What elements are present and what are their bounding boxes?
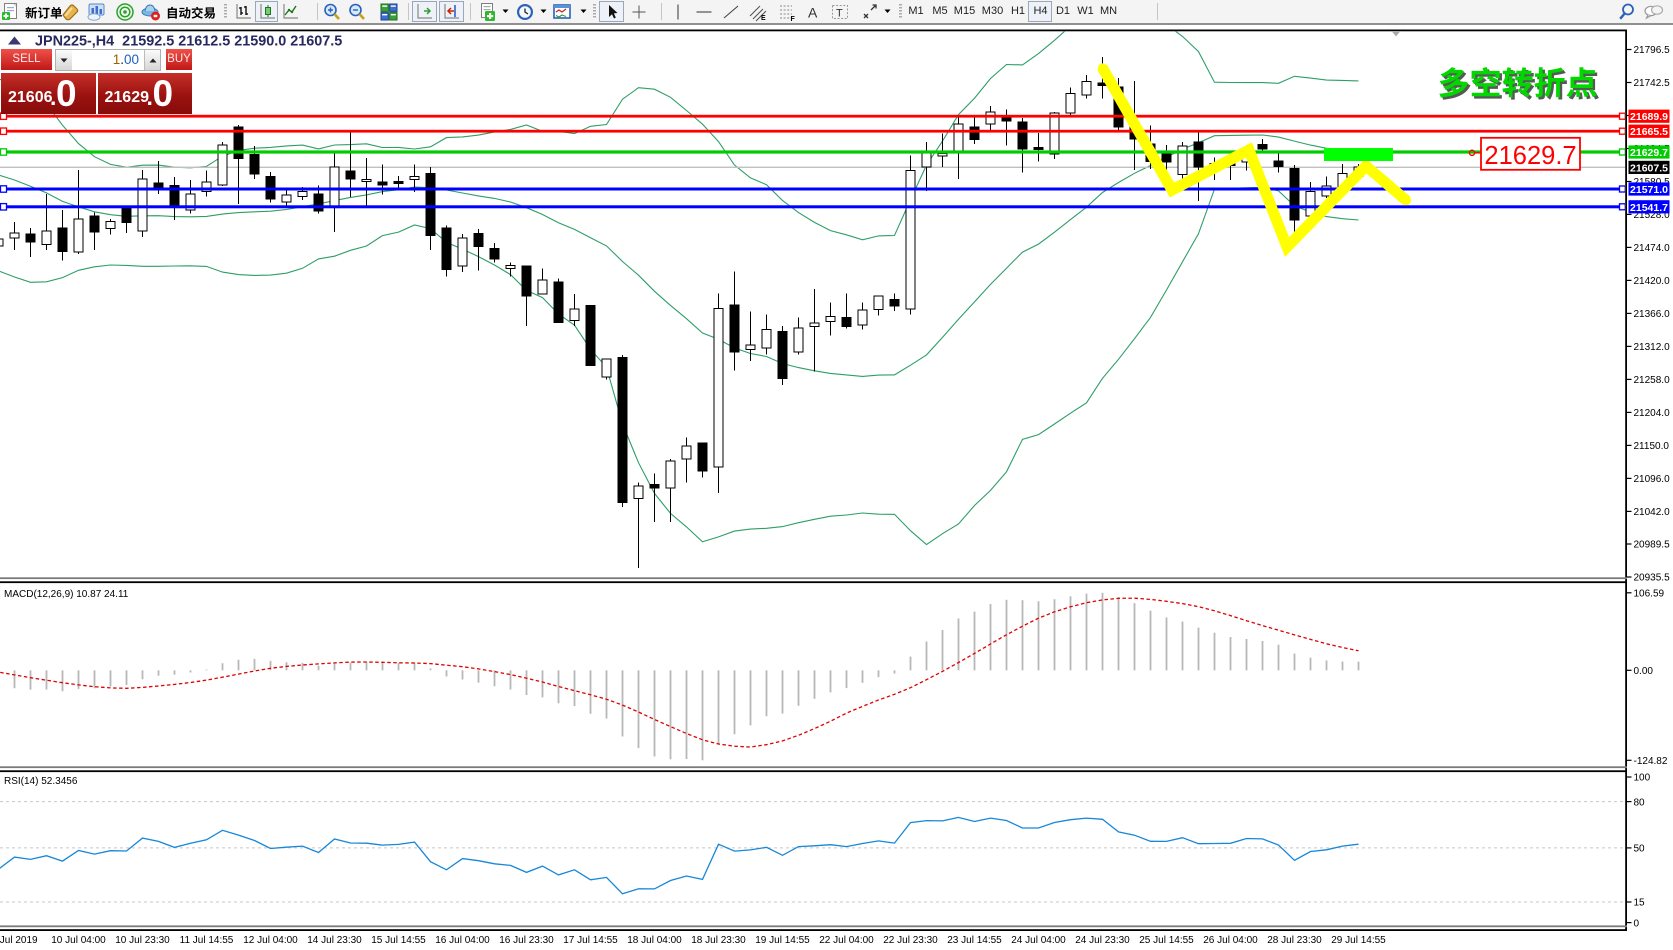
svg-text:50: 50 [1634,844,1646,855]
svg-text:22 Jul 23:30: 22 Jul 23:30 [883,935,938,946]
svg-text:18 Jul 04:00: 18 Jul 04:00 [627,935,682,946]
svg-text:21096.0: 21096.0 [1634,474,1671,485]
svg-text:A: A [808,5,818,21]
svg-text:21312.0: 21312.0 [1634,342,1671,353]
svg-text:21796.5: 21796.5 [1634,45,1671,56]
svg-text:106.59: 106.59 [1634,589,1665,600]
svg-text:21258.0: 21258.0 [1634,375,1671,386]
svg-text:80: 80 [1634,797,1646,808]
svg-text:21571.0: 21571.0 [1630,184,1668,196]
svg-text:12 Jul 04:00: 12 Jul 04:00 [243,935,298,946]
svg-text:10 Jul 04:00: 10 Jul 04:00 [51,935,106,946]
svg-text:21420.0: 21420.0 [1634,276,1671,287]
svg-text:21742.5: 21742.5 [1634,78,1671,89]
svg-text:21042.0: 21042.0 [1634,507,1671,518]
svg-text:21528.0: 21528.0 [1634,210,1671,221]
svg-text:21607.5: 21607.5 [1630,162,1668,174]
svg-text:20989.5: 20989.5 [1634,540,1671,551]
svg-text:21541.7: 21541.7 [1630,202,1668,214]
svg-text:15 Jul 14:55: 15 Jul 14:55 [371,935,426,946]
svg-text:15: 15 [1634,898,1646,909]
svg-text:21204.0: 21204.0 [1634,408,1671,419]
svg-text:T: T [836,8,843,20]
svg-text:MACD(12,26,9) 10.87 24.11: MACD(12,26,9) 10.87 24.11 [4,589,129,600]
svg-text:24 Jul 04:00: 24 Jul 04:00 [1011,935,1066,946]
svg-text:RSI(14) 52.3456: RSI(14) 52.3456 [4,776,78,787]
svg-text:23 Jul 14:55: 23 Jul 14:55 [947,935,1002,946]
svg-text:21150.0: 21150.0 [1634,441,1670,452]
svg-text:21629.7: 21629.7 [1484,142,1576,170]
svg-text:11 Jul 14:55: 11 Jul 14:55 [180,935,234,946]
svg-text:0: 0 [1634,918,1640,929]
svg-text:JPN225-,H4 21592.5 21612.5 21: JPN225-,H4 21592.5 21612.5 21590.0 21607… [35,34,342,50]
svg-text:21665.5: 21665.5 [1630,126,1668,138]
svg-text:19 Jul 14:55: 19 Jul 14:55 [755,935,810,946]
svg-text:21689.9: 21689.9 [1630,111,1668,123]
svg-text:25 Jul 14:55: 25 Jul 14:55 [1139,935,1194,946]
svg-text:18 Jul 23:30: 18 Jul 23:30 [691,935,746,946]
svg-text:21474.0: 21474.0 [1634,243,1671,254]
svg-text:100: 100 [1634,773,1651,784]
svg-text:28 Jul 23:30: 28 Jul 23:30 [1267,935,1322,946]
svg-text:17 Jul 14:55: 17 Jul 14:55 [563,935,618,946]
svg-text:E: E [761,15,766,22]
svg-text:9 Jul 2019: 9 Jul 2019 [0,935,38,946]
svg-text:16 Jul 04:00: 16 Jul 04:00 [435,935,490,946]
svg-text:29 Jul 14:55: 29 Jul 14:55 [1331,935,1386,946]
svg-text:22 Jul 04:00: 22 Jul 04:00 [819,935,874,946]
svg-text:-124.82: -124.82 [1634,756,1668,767]
svg-text:16 Jul 23:30: 16 Jul 23:30 [499,935,554,946]
svg-text:24 Jul 23:30: 24 Jul 23:30 [1075,935,1130,946]
svg-text:F: F [791,16,796,22]
svg-text:26 Jul 04:00: 26 Jul 04:00 [1203,935,1258,946]
svg-text:10 Jul 23:30: 10 Jul 23:30 [115,935,170,946]
svg-text:21366.0: 21366.0 [1634,309,1671,320]
svg-text:21629.7: 21629.7 [1630,147,1668,159]
svg-text:0.00: 0.00 [1634,666,1654,677]
svg-text:14 Jul 23:30: 14 Jul 23:30 [307,935,362,946]
svg-text:20935.5: 20935.5 [1634,573,1671,584]
